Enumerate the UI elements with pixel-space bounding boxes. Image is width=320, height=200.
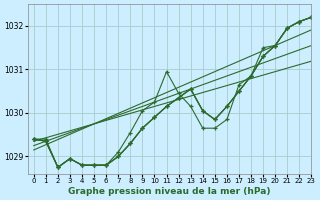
X-axis label: Graphe pression niveau de la mer (hPa): Graphe pression niveau de la mer (hPa) bbox=[68, 187, 271, 196]
